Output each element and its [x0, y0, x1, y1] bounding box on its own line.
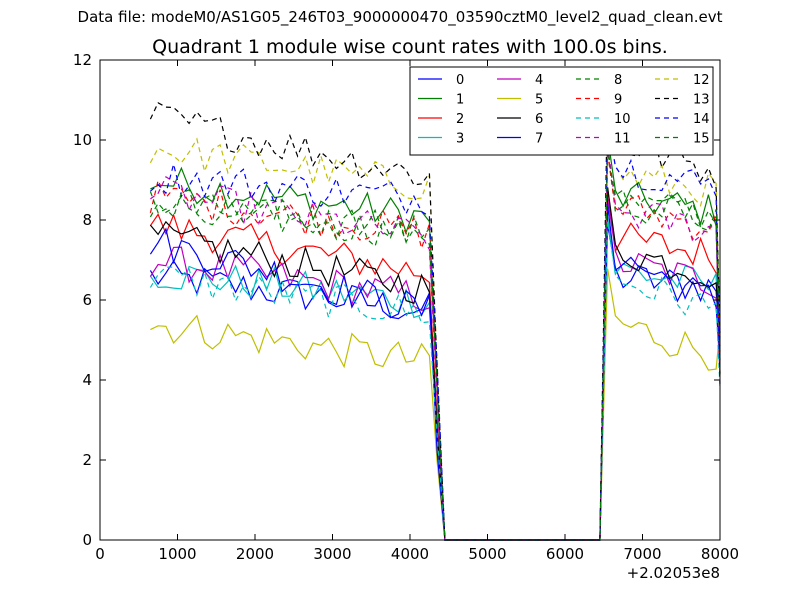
y-tick-label: 6 [82, 291, 92, 309]
series-line-4 [149, 198, 721, 541]
series-line-7 [149, 204, 721, 541]
legend-label-13: 13 [693, 93, 710, 108]
axes-group: 0 1000 2000 3000 4000 5000 6000 7000 80000246810… [73, 51, 739, 582]
legend-label-8: 8 [614, 73, 622, 88]
legend-label-6: 6 [535, 112, 543, 127]
x-tick-label: 6000 [546, 545, 584, 563]
y-tick-label: 4 [82, 371, 92, 389]
figure-suptitle: Data file: modeM0/AS1G05_246T03_90000004… [77, 8, 723, 26]
y-tick-label: 0 [82, 531, 92, 549]
legend-label-14: 14 [693, 112, 710, 127]
y-tick-label: 10 [73, 131, 92, 149]
legend-label-10: 10 [614, 112, 631, 127]
legend-box [409, 66, 714, 156]
series-line-6 [149, 187, 721, 541]
series-lines [149, 85, 721, 541]
y-tick-label: 2 [82, 451, 92, 469]
x-offset-label: +2.02053e8 [627, 564, 720, 582]
legend-label-9: 9 [614, 93, 622, 108]
legend-label-4: 4 [535, 73, 543, 88]
y-tick-label: 8 [82, 211, 92, 229]
legend-label-15: 15 [693, 132, 710, 147]
x-tick-label: 5000 [468, 545, 506, 563]
legend-label-5: 5 [535, 93, 543, 108]
legend-label-2: 2 [456, 112, 464, 127]
legend-label-7: 7 [535, 132, 543, 147]
x-tick-label: 8000 [701, 545, 739, 563]
legend-label-0: 0 [456, 73, 464, 88]
x-tick-label: 1000 [158, 545, 196, 563]
legend-label-12: 12 [693, 73, 710, 88]
y-tick-label: 12 [73, 51, 92, 69]
series-line-15 [149, 155, 721, 541]
x-tick-label: 2000 [236, 545, 274, 563]
series-line-11 [150, 144, 721, 541]
series-line-10 [149, 220, 721, 541]
series-line-5 [150, 268, 721, 541]
legend-label-3: 3 [456, 132, 464, 147]
x-tick-label: 7000 [623, 545, 661, 563]
series-line-14 [150, 121, 721, 541]
x-tick-label: 3000 [313, 545, 351, 563]
x-tick-label: 0 [95, 545, 105, 563]
legend-label-1: 1 [456, 93, 464, 108]
legend-label-11: 11 [614, 132, 631, 147]
chart-title: Quadrant 1 module wise count rates with … [152, 36, 668, 58]
x-tick-label: 4000 [391, 545, 429, 563]
